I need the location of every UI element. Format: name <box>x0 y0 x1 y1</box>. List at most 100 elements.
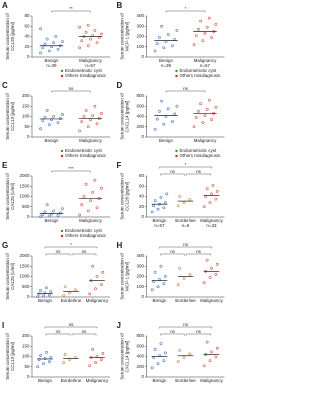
x-tick-label: Borderline <box>175 218 196 223</box>
data-point <box>86 125 90 129</box>
y-tick-label: 0 <box>141 294 144 299</box>
y-tick-label: 200 <box>136 34 144 39</box>
significance-label: ns <box>69 322 75 327</box>
x-tick-label: Benign <box>159 58 174 63</box>
y-tick-label: 60 <box>139 183 145 188</box>
panel-label: E <box>2 161 8 170</box>
data-point <box>86 44 90 48</box>
y-axis-label: Serum concentration of <box>120 332 125 379</box>
data-point <box>49 356 53 359</box>
significance-label: ns <box>82 249 88 254</box>
x-tick-label: Benign <box>38 378 53 383</box>
data-point <box>214 355 218 359</box>
data-point <box>43 291 47 295</box>
data-point <box>159 196 163 199</box>
data-point <box>208 359 212 363</box>
data-point <box>188 352 192 356</box>
y-tick-label: 0 <box>27 214 30 219</box>
y-tick-label: 400 <box>136 253 144 258</box>
n-label: n=57 <box>200 63 211 68</box>
y-axis-label: CCL20 [pg/ml] <box>125 182 130 211</box>
data-point <box>171 120 174 124</box>
significance-label: * <box>185 6 187 11</box>
data-point <box>42 362 45 366</box>
data-point <box>63 285 67 289</box>
significance-label: ns <box>183 322 189 327</box>
x-tick-label: Borderline <box>175 298 196 303</box>
data-point <box>160 24 164 28</box>
y-tick-label: 200 <box>136 274 144 279</box>
data-point <box>205 107 209 111</box>
data-point <box>95 275 99 278</box>
y-axis-label: Serum concentration of <box>5 332 10 379</box>
y-tick-label: 400 <box>136 354 144 359</box>
data-point <box>61 207 64 211</box>
data-point <box>43 116 47 119</box>
significance-bracket <box>186 253 211 256</box>
x-tick-label: Malignancy <box>200 298 224 303</box>
data-point <box>207 16 211 20</box>
data-point <box>100 32 103 36</box>
data-point <box>52 209 56 213</box>
data-point <box>58 211 62 215</box>
y-axis-label: CCL20 [pg/ml] <box>10 22 15 51</box>
data-point <box>188 198 192 201</box>
y-tick-label: 100 <box>22 114 30 119</box>
y-tick-label: 0 <box>27 134 30 139</box>
y-axis-label: CXCL14 [pg/ml] <box>125 341 130 373</box>
data-point <box>36 295 40 298</box>
data-point <box>182 201 186 205</box>
data-point <box>47 293 51 297</box>
data-point <box>205 187 209 191</box>
panel-label: G <box>2 241 8 250</box>
data-point <box>47 123 51 127</box>
data-point <box>199 19 203 23</box>
x-tick-label: Malignancy <box>79 218 103 223</box>
data-point <box>78 25 81 29</box>
y-tick-label: 0 <box>141 374 144 379</box>
data-point <box>43 357 47 360</box>
data-point <box>210 192 213 196</box>
data-point <box>91 264 95 268</box>
legend-label: Endometriotic cyst <box>65 228 103 233</box>
significance-bracket <box>45 253 71 256</box>
significance-label: ns <box>170 169 176 174</box>
data-point <box>101 270 105 274</box>
significance-label: *** <box>68 166 74 171</box>
data-point <box>86 23 90 27</box>
data-point <box>156 207 160 211</box>
data-point <box>202 364 206 368</box>
y-tick-label: 400 <box>136 114 144 119</box>
data-point <box>176 360 180 364</box>
data-point <box>150 366 154 370</box>
data-point <box>153 199 157 203</box>
data-point <box>101 352 105 355</box>
significance-label: ns <box>170 249 176 254</box>
y-tick-label: 1000 <box>19 274 30 279</box>
data-point <box>47 49 51 53</box>
data-point <box>208 201 212 205</box>
data-point <box>203 114 207 117</box>
data-point <box>197 27 200 31</box>
x-tick-label: Malignancy <box>79 58 103 63</box>
data-point <box>165 192 169 196</box>
data-point <box>163 275 167 278</box>
y-tick-label: 200 <box>22 333 30 338</box>
significance-label: ** <box>69 6 73 11</box>
significance-bracket <box>186 333 211 336</box>
significance-bracket <box>44 326 98 329</box>
data-point <box>210 350 213 354</box>
significance-label: ns <box>196 329 202 334</box>
y-axis-label: CCL13 [pg/ml] <box>10 342 15 371</box>
data-point <box>211 183 215 187</box>
data-point <box>45 203 49 207</box>
significance-label: ns <box>56 249 62 254</box>
y-tick-label: 20 <box>139 204 145 209</box>
y-tick-label: 2000 <box>19 253 30 258</box>
data-point <box>82 195 86 198</box>
y-tick-label: 100 <box>136 284 144 289</box>
y-tick-label: 0 <box>141 214 144 219</box>
n-label: n=39 <box>46 63 57 68</box>
data-point <box>37 358 41 361</box>
data-point <box>214 273 218 276</box>
